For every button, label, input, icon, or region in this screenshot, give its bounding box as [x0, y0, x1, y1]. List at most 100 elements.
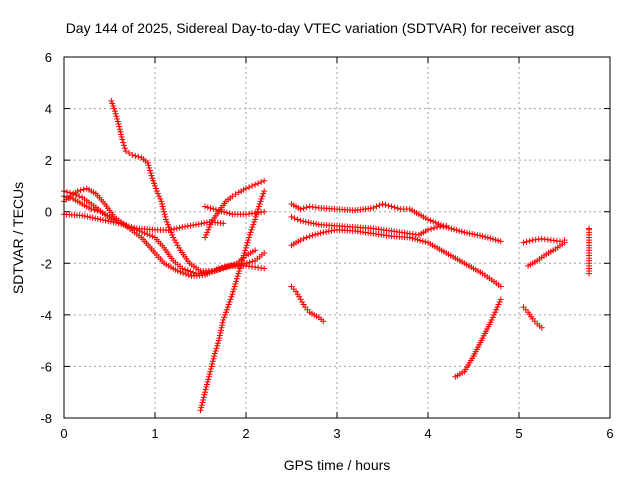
data-point — [215, 337, 222, 344]
data-point — [209, 358, 216, 365]
series-6 — [202, 177, 268, 241]
data-point — [208, 363, 215, 370]
data-point — [74, 188, 81, 195]
data-point — [209, 360, 216, 367]
data-point — [425, 216, 431, 223]
data-point — [171, 226, 178, 233]
data-point — [243, 185, 249, 192]
data-point — [306, 233, 313, 240]
data-point — [218, 264, 225, 271]
data-point — [432, 219, 439, 226]
series-4 — [61, 193, 113, 220]
data-point — [210, 355, 217, 362]
data-point — [204, 204, 211, 211]
data-point — [471, 231, 478, 238]
data-point — [176, 244, 183, 251]
data-point — [251, 219, 258, 226]
data-point — [412, 235, 418, 242]
data-point — [300, 235, 307, 242]
data-point — [165, 221, 171, 228]
data-point — [156, 193, 163, 200]
data-point — [487, 235, 494, 242]
data-point — [203, 384, 210, 391]
data-point — [236, 268, 243, 275]
data-point — [523, 238, 530, 245]
data-point — [451, 226, 457, 233]
data-point — [314, 230, 321, 237]
series-15 — [520, 304, 545, 331]
x-tick-label: 4 — [424, 426, 431, 441]
data-point — [129, 151, 136, 158]
data-point — [425, 226, 431, 233]
data-point — [236, 265, 243, 272]
data-point — [77, 187, 84, 194]
data-point — [147, 170, 154, 177]
data-point — [79, 212, 86, 219]
series-14 — [525, 239, 568, 269]
data-point — [128, 224, 135, 231]
data-point — [174, 242, 181, 249]
data-point — [249, 258, 256, 265]
data-point — [204, 229, 211, 236]
data-point — [431, 225, 438, 232]
data-point — [220, 220, 227, 227]
data-point — [382, 201, 389, 208]
data-point — [144, 159, 151, 166]
data-point — [493, 306, 500, 313]
data-point — [190, 269, 197, 276]
data-point — [230, 286, 237, 293]
data-point — [218, 208, 225, 215]
data-point — [221, 314, 228, 321]
data-point — [176, 224, 183, 231]
data-point — [152, 182, 158, 189]
data-point — [489, 314, 496, 321]
data-point — [219, 319, 226, 326]
data-point — [428, 225, 435, 232]
data-point — [477, 232, 483, 239]
data-point — [146, 232, 153, 239]
y-tick-label: 4 — [45, 102, 52, 117]
data-point — [187, 268, 194, 275]
data-point — [76, 193, 83, 200]
data-point — [220, 317, 227, 324]
data-point — [497, 296, 504, 303]
data-point — [158, 198, 165, 205]
data-point — [212, 347, 219, 354]
data-point — [309, 232, 316, 239]
data-point — [497, 283, 504, 290]
data-point — [199, 399, 206, 406]
data-point — [246, 234, 253, 241]
data-point — [113, 113, 120, 120]
data-point — [202, 389, 209, 396]
data-point — [235, 270, 242, 277]
data-point — [310, 220, 317, 227]
data-point — [168, 226, 175, 233]
data-point — [109, 100, 116, 107]
data-point — [422, 238, 429, 245]
data-point — [492, 236, 499, 243]
x-tick-label: 2 — [242, 426, 249, 441]
data-point — [490, 236, 496, 243]
data-point — [197, 407, 204, 414]
data-point — [328, 227, 335, 234]
data-point — [218, 324, 225, 331]
data-point — [174, 268, 181, 275]
data-point — [145, 162, 152, 169]
data-point — [115, 121, 122, 128]
x-tick-label: 0 — [60, 426, 67, 441]
data-point — [198, 402, 205, 409]
data-point — [300, 218, 307, 225]
data-point — [492, 309, 499, 316]
data-point — [205, 376, 212, 383]
data-point — [233, 275, 240, 282]
data-point — [213, 345, 220, 352]
data-point — [226, 210, 233, 217]
data-point — [161, 211, 168, 218]
data-point — [132, 152, 139, 159]
data-point — [258, 195, 265, 202]
data-point — [232, 280, 239, 287]
data-point — [331, 227, 338, 234]
data-point — [312, 231, 319, 238]
data-point — [149, 233, 156, 240]
series-10 — [288, 226, 504, 290]
